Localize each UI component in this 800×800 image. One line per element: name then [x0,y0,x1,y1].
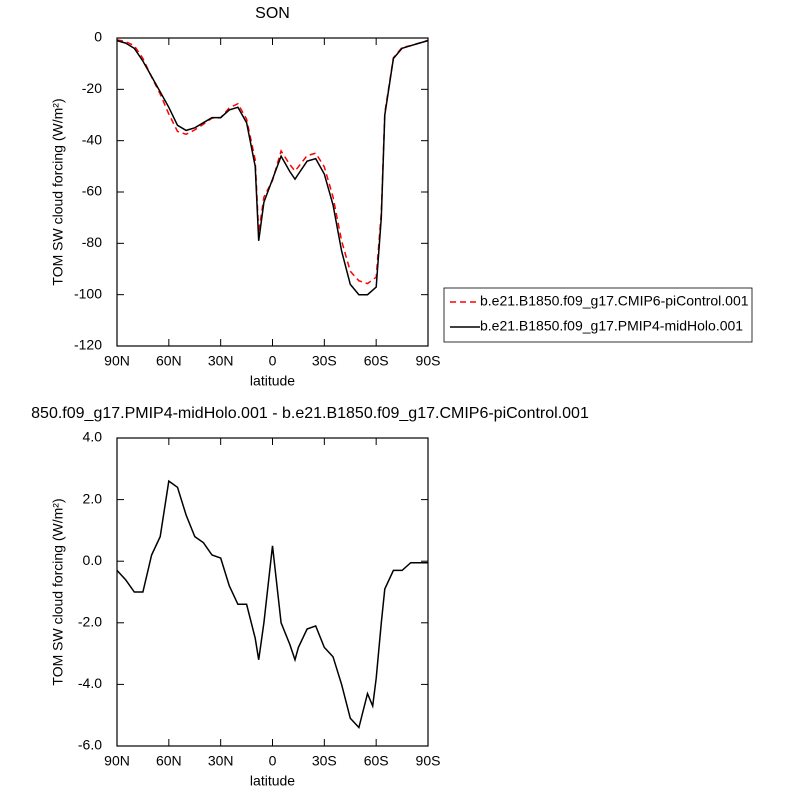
y-tick-label: -4.0 [78,675,102,691]
y-tick-label: 0 [94,29,102,45]
x-tick-label: 90S [416,753,441,769]
x-tick-label: 0 [269,753,277,769]
x-tick-label: 30S [312,353,337,369]
y-tick-label: -40 [82,131,102,147]
chart-title: 850.f09_g17.PMIP4-midHolo.001 - b.e21.B1… [31,405,589,422]
legend-label: b.e21.B1850.f09_g17.PMIP4-midHolo.001 [480,318,743,334]
x-tick-label: 60N [156,753,182,769]
y-tick-label: 4.0 [83,429,103,445]
x-tick-label: 90N [104,353,130,369]
x-tick-label: 30N [208,753,234,769]
x-tick-label: 60S [364,353,389,369]
x-axis-label: latitude [250,373,295,389]
y-tick-label: -20 [82,80,102,96]
y-tick-label: 0.0 [83,552,103,568]
legend-label: b.e21.B1850.f09_g17.CMIP6-piControl.001 [480,293,749,309]
y-tick-label: -60 [82,183,102,199]
y-axis-label: TOM SW cloud forcing (W/m²) [50,498,66,685]
x-tick-label: 0 [269,353,277,369]
plot-frame [116,37,429,347]
y-tick-label: -2.0 [78,614,102,630]
series-line [116,39,429,285]
y-axis-label: TOM SW cloud forcing (W/m²) [50,98,66,285]
chart-title: SON [255,5,290,22]
x-tick-label: 60N [156,353,182,369]
x-tick-label: 90S [416,353,441,369]
y-tick-label: -120 [74,337,102,353]
plot-frame [116,437,429,747]
y-tick-label: 2.0 [83,490,103,506]
x-tick-label: 30S [312,753,337,769]
x-tick-label: 90N [104,753,130,769]
legend-box [443,287,753,343]
series-line [116,39,429,296]
x-tick-label: 60S [364,753,389,769]
x-axis-label: latitude [250,773,295,789]
series-line [116,479,428,730]
y-tick-label: -100 [74,285,102,301]
y-tick-label: -6.0 [78,737,102,753]
x-tick-label: 30N [208,353,234,369]
y-tick-label: -80 [82,234,102,250]
